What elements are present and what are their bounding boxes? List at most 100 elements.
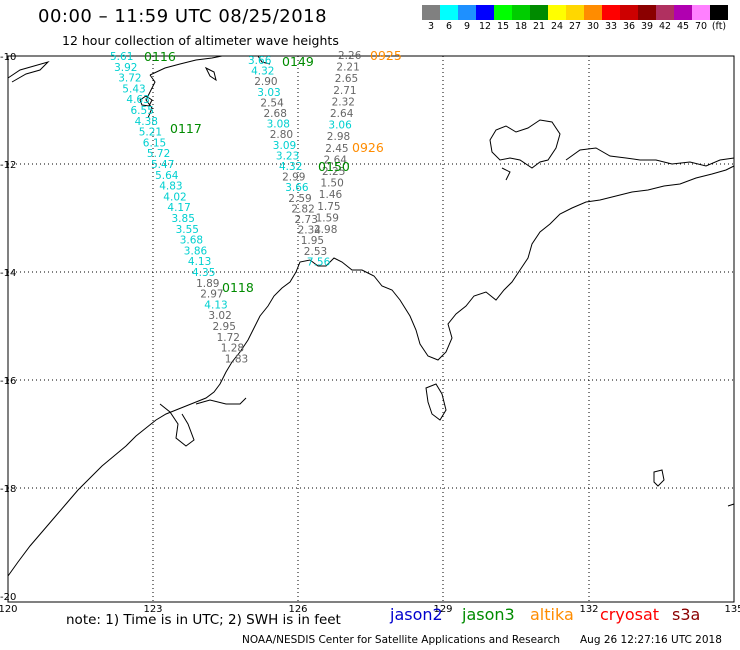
wave-height-value: 3.09 [273, 140, 296, 152]
map-title: 00:00 – 11:59 UTC 08/25/2018 [38, 6, 328, 27]
wave-height-value: 1.28 [221, 343, 244, 355]
wave-height-value: 3.66 [285, 182, 309, 194]
wave-height-value: 5.47 [151, 159, 174, 171]
wave-height-value: 4.35 [192, 267, 215, 279]
credit-text: NOAA/NESDIS Center for Satellite Applica… [242, 634, 560, 646]
wave-height-value: 3.23 [276, 150, 299, 162]
wave-height-value: 2.65 [335, 73, 358, 85]
scale-label: 27 [568, 21, 582, 32]
wave-height-value: 3.86 [184, 245, 208, 257]
latitude-labels: -10 -12 -14 -16 -18 -20 [0, 52, 16, 603]
wave-height-value: 4.32 [251, 66, 274, 78]
wave-height-value: 4.17 [167, 202, 190, 214]
wave-height-value: 7.56 [307, 256, 331, 268]
scale-swatch [566, 5, 584, 20]
latitude-label: -18 [0, 484, 16, 495]
scale-label: 24 [550, 21, 564, 32]
wave-height-value: 2.95 [213, 321, 236, 333]
wave-height-value: 4.63 [126, 94, 149, 106]
satellite-legend-item: s3a [672, 605, 701, 624]
pass-time-label: 0149 [282, 54, 314, 69]
pass-time-label: 0117 [170, 121, 202, 136]
wave-height-value: 5.64 [155, 170, 179, 182]
pass-time-label: 0150 [318, 159, 350, 174]
wave-height-value: 1.95 [301, 235, 324, 247]
wave-height-value: 6.55 [131, 105, 154, 117]
scale-swatch [674, 5, 692, 20]
wave-height-value: 2.98 [327, 131, 350, 143]
wave-height-value: 4.13 [204, 299, 227, 311]
longitude-label: 123 [143, 604, 162, 615]
wave-height-value: 2.68 [264, 108, 287, 120]
wave-height-value: 2.82 [291, 203, 314, 215]
wave-height-value: 3.72 [118, 73, 141, 85]
scale-swatch [602, 5, 620, 20]
wave-height-value: 2.32 [332, 96, 355, 108]
wave-height-value: 2.45 [325, 143, 348, 155]
scale-label: 42 [658, 21, 672, 32]
wave-height-value: 3.68 [180, 235, 203, 247]
scale-swatch [620, 5, 638, 20]
scale-swatch [422, 5, 440, 20]
longitude-labels: 120 123 126 129 132 135 [0, 604, 740, 615]
pass-time-label: 0926 [352, 140, 384, 155]
wave-height-value: 5.72 [147, 148, 170, 160]
graticule [8, 56, 734, 602]
wave-height-value: 2.73 [295, 214, 318, 226]
wave-height-value: 3.06 [328, 120, 352, 132]
wave-height-value: 2.64 [324, 154, 348, 166]
map-subtitle: 12 hour collection of altimeter wave hei… [62, 33, 339, 48]
wave-height-value: 2.97 [200, 289, 223, 301]
wave-height-value: 4.13 [188, 256, 211, 268]
wave-height-value: 1.89 [196, 278, 219, 290]
satellite-legend-item: jason3 [462, 605, 515, 624]
wave-height-value: 1.75 [317, 201, 340, 213]
scale-label: 45 [676, 21, 690, 32]
wave-height-value: 3.02 [208, 310, 231, 322]
scale-label: 30 [586, 21, 600, 32]
scale-swatch [494, 5, 512, 20]
wave-height-value: 4.32 [279, 161, 302, 173]
wave-height-value: 1.83 [225, 353, 248, 365]
latitude-label: -20 [0, 592, 16, 603]
wave-height-value: 5.43 [122, 83, 145, 95]
generation-timestamp: Aug 26 12:27:16 UTC 2018 [580, 634, 722, 646]
satellite-legend-item: jason2 [390, 605, 443, 624]
latitude-label: -12 [0, 160, 16, 171]
scale-swatch [512, 5, 530, 20]
wave-height-values: 5.613.923.725.434.636.554.385.216.155.72… [110, 50, 362, 365]
scale-swatch [530, 5, 548, 20]
wave-height-value: 4.38 [135, 116, 158, 128]
scale-label: 70 [694, 21, 708, 32]
pass-time-label: 0116 [144, 49, 176, 64]
wave-height-value: 3.55 [176, 224, 199, 236]
wave-height-value: 1.59 [316, 212, 339, 224]
scale-label: 36 [622, 21, 636, 32]
pass-time-labels: 0116 0117 0118 0149 0150 0925 0926 [144, 48, 402, 295]
scale-label: 3 [427, 21, 435, 32]
wave-height-value: 2.90 [254, 76, 277, 88]
wave-height-value: 3.03 [257, 87, 280, 99]
wave-height-value: 2.99 [282, 172, 305, 184]
wave-height-value: 4.02 [163, 191, 186, 203]
longitude-label: 126 [288, 604, 307, 615]
map-frame [7, 55, 735, 603]
wave-height-value: 5.61 [110, 51, 133, 63]
wave-height-value: 4.83 [159, 181, 182, 193]
wave-height-value: 3.66 [248, 55, 272, 67]
wave-height-value: 3.92 [114, 62, 137, 74]
wave-height-value: 2.25 [322, 166, 345, 178]
wave-height-value: 2.53 [304, 246, 327, 258]
scale-swatch [638, 5, 656, 20]
coastline [7, 55, 735, 577]
wave-height-value: 2.21 [336, 62, 359, 74]
scale-label: 9 [463, 21, 471, 32]
scale-swatch [476, 5, 494, 20]
scale-label: 6 [445, 21, 453, 32]
wave-height-value: 1.46 [319, 189, 343, 201]
color-scale-labels: 3 6 9 12 15 18 21 24 27 30 33 36 39 42 45 70 (ft) [422, 21, 728, 32]
scale-label: 15 [496, 21, 510, 32]
scale-swatch [440, 5, 458, 20]
wave-height-value: 1.72 [217, 332, 240, 344]
